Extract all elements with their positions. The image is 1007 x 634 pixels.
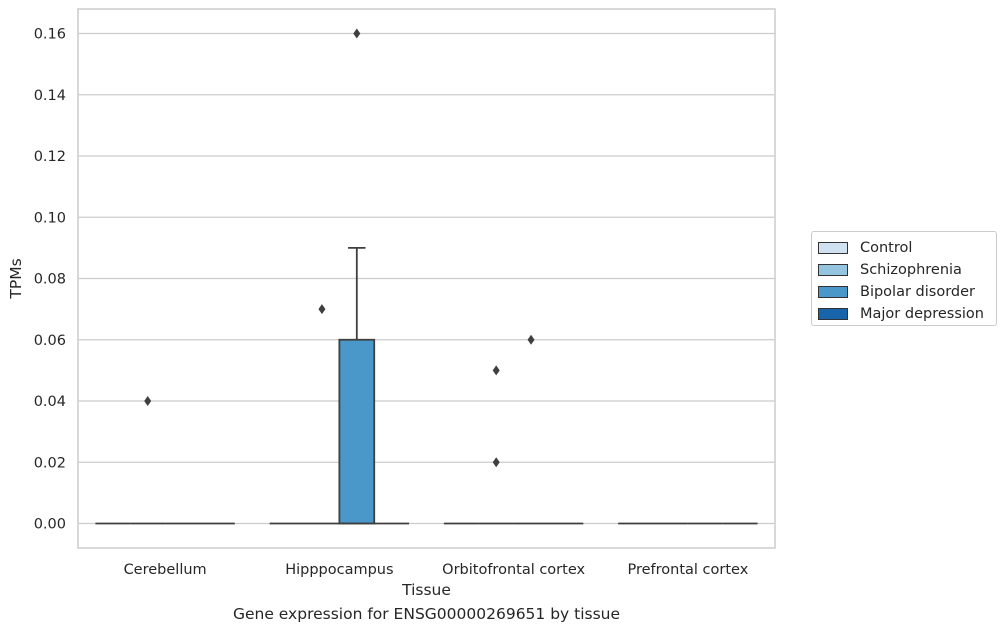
box-series (95, 28, 758, 525)
y-tick-label: 0.04 (34, 394, 66, 410)
y-tick-label: 0.12 (34, 149, 66, 165)
y-tick-label: 0.02 (34, 455, 66, 471)
y-tick-label: 0.00 (34, 517, 66, 533)
legend-label: Bipolar disorder (860, 284, 975, 300)
outlier-point (492, 365, 500, 376)
legend-item: Control (818, 237, 996, 259)
y-tick-label: 0.08 (34, 272, 66, 288)
box (304, 304, 340, 525)
x-axis-ticks: Cerebellum Hipppocampus Orbitofrontal cort… (124, 562, 749, 578)
figure-caption: Gene expression for ENSG00000269651 by t… (232, 605, 621, 623)
legend-item: Bipolar disorder (818, 281, 996, 303)
y-tick-label: 0.14 (34, 88, 66, 104)
series-bipolar-disorder (165, 28, 723, 525)
outlier-point (318, 304, 326, 315)
x-tick-label: Hipppocampus (285, 562, 393, 578)
gridlines (78, 32, 775, 525)
legend-swatch (818, 242, 848, 254)
legend-swatch (818, 308, 848, 320)
series-schizophrenia (130, 304, 688, 525)
y-tick-label: 0.16 (34, 27, 66, 43)
y-axis-ticks: 0.00 0.02 0.04 0.06 0.08 0.10 0.12 0.14 0.16 (34, 27, 66, 533)
legend-item: Major depression (818, 303, 996, 325)
x-tick-label: Cerebellum (124, 562, 207, 578)
outlier-point (353, 28, 361, 39)
legend-swatch (818, 264, 848, 276)
y-axis-label: TPMs (7, 258, 25, 299)
legend: Control Schizophrenia Bipolar disorder Majo… (811, 231, 997, 326)
y-tick-label: 0.06 (34, 333, 66, 349)
legend-label: Major depression (860, 306, 984, 322)
x-tick-label: Orbitofrontal cortex (442, 562, 585, 578)
legend-item: Schizophrenia (818, 259, 996, 281)
x-axis-label: Tissue (401, 581, 451, 599)
box (478, 365, 514, 525)
x-tick-label: Prefrontal cortex (627, 562, 748, 578)
outlier-point (492, 457, 500, 468)
legend-label: Schizophrenia (860, 262, 962, 278)
legend-label: Control (860, 240, 913, 256)
plot-area-frame (77, 8, 776, 549)
outlier-point (527, 334, 535, 345)
y-tick-label: 0.10 (34, 210, 66, 226)
legend-swatch (818, 286, 848, 298)
box (513, 334, 549, 525)
outlier-point (144, 396, 152, 406)
box-body (338, 338, 376, 525)
box (130, 396, 166, 525)
box (338, 28, 376, 525)
